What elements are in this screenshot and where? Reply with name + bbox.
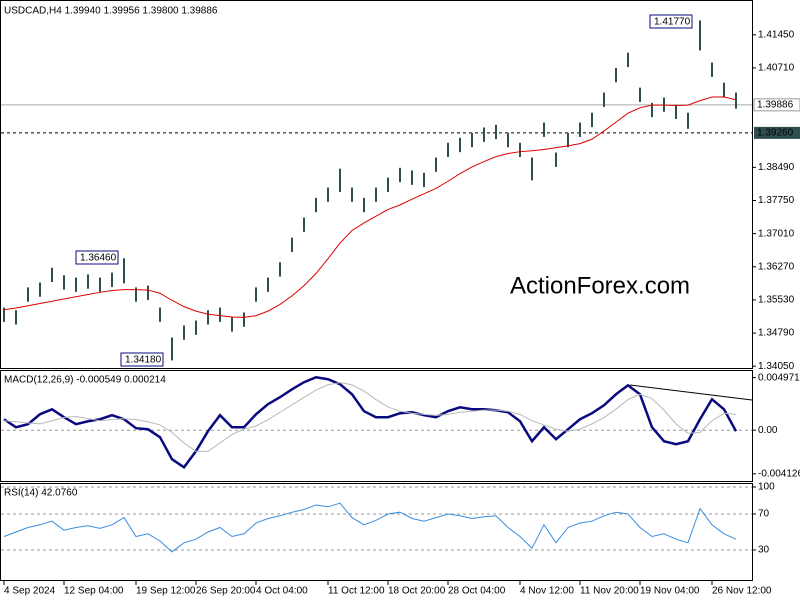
- macd-panel: [0, 370, 753, 482]
- y-tick-label: 1.38490: [758, 162, 795, 173]
- x-tick-label: 19 Sep 12:00: [136, 586, 196, 597]
- price-panel: [0, 0, 753, 369]
- price-level-box: [753, 98, 800, 112]
- y-tick-label: 1.37010: [758, 228, 795, 239]
- annotation-label: 1.36460: [80, 253, 117, 264]
- annotation-box: [120, 352, 164, 367]
- y-tick-label: 100: [758, 482, 775, 493]
- y-tick-label: 0.004971: [758, 372, 800, 383]
- series-line: [3, 96, 737, 318]
- price-level-box: [754, 126, 800, 139]
- annotation: 1.36460: [75, 250, 119, 265]
- y-tick-label: 0.00: [758, 425, 778, 436]
- watermark: ActionForex.com: [510, 272, 690, 299]
- annotation-box: [75, 250, 119, 265]
- annotation-label: 1.34180: [125, 355, 162, 366]
- chart-title: USDCAD,H4 1.39940 1.39956 1.39800 1.3988…: [4, 6, 218, 17]
- annotation-label: 1.41770: [654, 17, 691, 28]
- x-tick-label: 19 Nov 04:00: [640, 586, 700, 597]
- y-tick-label: -0.004126: [758, 469, 800, 480]
- y-tick-label: 1.40710: [758, 63, 795, 74]
- y-tick-label: 1.36270: [758, 261, 795, 272]
- x-tick-label: 18 Oct 20:00: [388, 586, 446, 597]
- y-tick-label: 1.41450: [758, 29, 795, 40]
- rsi-panel: [0, 483, 753, 581]
- x-tick-label: 4 Nov 12:00: [520, 586, 574, 597]
- x-tick-label: 11 Nov 20:00: [580, 586, 639, 597]
- series-line: [3, 375, 738, 469]
- x-tick-label: 12 Sep 04:00: [64, 586, 124, 597]
- annotation: 1.41770: [649, 14, 693, 29]
- panel-frames: [0, 0, 753, 581]
- x-tick-label: 28 Oct 04:00: [448, 586, 506, 597]
- y-tick-label: 1.37750: [758, 195, 795, 206]
- y-tick-label: 1.34050: [758, 361, 795, 372]
- macd-title: MACD(12,26,9) -0.000549 0.000214: [4, 375, 166, 386]
- y-tick-label: 1.34790: [758, 328, 795, 339]
- x-tick-label: 4 Sep 2024: [4, 586, 56, 597]
- price-level-label: 1.39886: [757, 99, 794, 110]
- rsi-title: RSI(14) 42.0760: [4, 488, 78, 499]
- x-tick-label: 26 Nov 12:00: [712, 586, 772, 597]
- y-tick-label: 70: [758, 509, 770, 520]
- x-tick-label: 4 Oct 04:00: [256, 586, 308, 597]
- trend-line: [629, 384, 753, 401]
- y-tick-label: 30: [758, 545, 770, 556]
- y-tick-label: 1.35530: [758, 295, 795, 306]
- x-tick-label: 11 Oct 12:00: [328, 586, 385, 597]
- series-line: [3, 502, 737, 553]
- price-level-label: 1.39260: [757, 128, 794, 139]
- x-tick-label: 26 Sep 20:00: [196, 586, 256, 597]
- annotation-box: [649, 14, 693, 29]
- annotation: 1.34180: [120, 352, 164, 367]
- series-line: [3, 382, 737, 452]
